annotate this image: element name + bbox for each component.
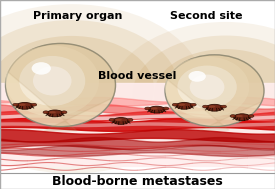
Ellipse shape [148,109,166,112]
Bar [0,173,275,189]
Ellipse shape [32,62,51,75]
Text: Second site: Second site [170,11,243,21]
Ellipse shape [115,119,122,121]
Ellipse shape [165,55,264,127]
Ellipse shape [0,36,154,142]
Ellipse shape [236,115,243,117]
Ellipse shape [112,120,130,123]
Ellipse shape [230,115,236,118]
Ellipse shape [154,49,275,140]
Ellipse shape [206,104,223,111]
Polygon shape [8,43,116,131]
Ellipse shape [234,114,250,121]
Ellipse shape [43,111,49,114]
Ellipse shape [33,66,72,95]
Polygon shape [167,55,264,130]
Ellipse shape [151,107,158,110]
Ellipse shape [148,106,165,113]
Ellipse shape [191,103,196,106]
Ellipse shape [189,71,206,82]
Ellipse shape [190,74,224,100]
Text: Blood-borne metastases: Blood-borne metastases [52,175,223,188]
Ellipse shape [233,117,251,119]
Ellipse shape [209,105,215,108]
Ellipse shape [31,103,37,106]
Ellipse shape [202,105,208,108]
Ellipse shape [176,102,192,109]
Ellipse shape [178,104,185,106]
Ellipse shape [163,107,169,110]
Ellipse shape [172,103,178,106]
Ellipse shape [19,104,26,106]
Ellipse shape [145,107,150,110]
Ellipse shape [16,105,34,108]
Ellipse shape [47,110,63,117]
Ellipse shape [16,102,33,109]
Ellipse shape [206,107,224,110]
Text: Primary organ: Primary organ [33,11,122,21]
Ellipse shape [13,103,19,106]
Ellipse shape [0,4,204,174]
Ellipse shape [248,115,254,118]
Ellipse shape [0,20,179,158]
Ellipse shape [133,36,275,153]
Ellipse shape [177,66,237,109]
Ellipse shape [6,46,99,116]
Ellipse shape [221,105,227,108]
Ellipse shape [175,105,194,108]
Ellipse shape [111,22,275,167]
Ellipse shape [6,43,115,127]
Ellipse shape [127,118,133,121]
Ellipse shape [113,118,129,124]
Text: Blood vessel: Blood vessel [98,71,177,81]
Ellipse shape [109,118,115,121]
Ellipse shape [165,57,249,118]
Ellipse shape [19,56,85,106]
Ellipse shape [46,113,65,116]
Ellipse shape [49,111,56,113]
Ellipse shape [61,111,67,114]
